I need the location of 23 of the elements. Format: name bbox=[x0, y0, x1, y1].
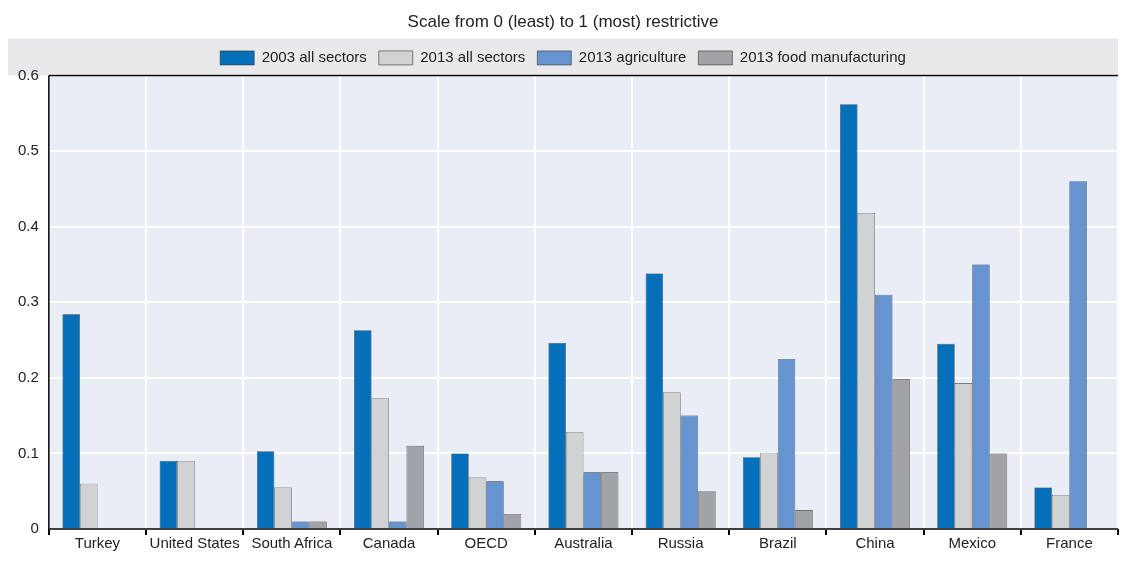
x-tick-label: Mexico bbox=[948, 534, 996, 552]
x-tick-label: United States bbox=[149, 534, 240, 552]
x-tick-label: Australia bbox=[554, 534, 614, 552]
y-tick-label: 0.6 bbox=[17, 65, 39, 83]
legend-label: 2013 food manufacturing bbox=[739, 48, 906, 66]
y-tick-label: 0.2 bbox=[17, 367, 39, 385]
y-tick-label: 0.5 bbox=[17, 141, 39, 159]
x-tick-label: Brazil bbox=[759, 534, 797, 552]
chart-title: Scale from 0 (least) to 1 (most) restrictive bbox=[407, 11, 719, 31]
legend-label: 2013 all sectors bbox=[420, 48, 526, 66]
x-tick-label: France bbox=[1046, 534, 1093, 552]
y-tick-label: 0 bbox=[30, 519, 39, 537]
y-tick-label: 0.3 bbox=[17, 292, 39, 310]
x-tick-label: Canada bbox=[362, 534, 416, 552]
x-tick-label: Turkey bbox=[74, 534, 121, 552]
legend-label: 2003 all sectors bbox=[261, 48, 367, 66]
y-tick-label: 0.1 bbox=[17, 443, 39, 461]
legend-label: 2013 agriculture bbox=[578, 48, 687, 66]
x-tick-label: South Africa bbox=[251, 534, 333, 552]
y-tick-label: 0.4 bbox=[17, 216, 39, 234]
x-tick-label: OECD bbox=[464, 534, 509, 552]
x-tick-label: China bbox=[855, 534, 896, 552]
x-tick-label: Russia bbox=[657, 534, 705, 552]
